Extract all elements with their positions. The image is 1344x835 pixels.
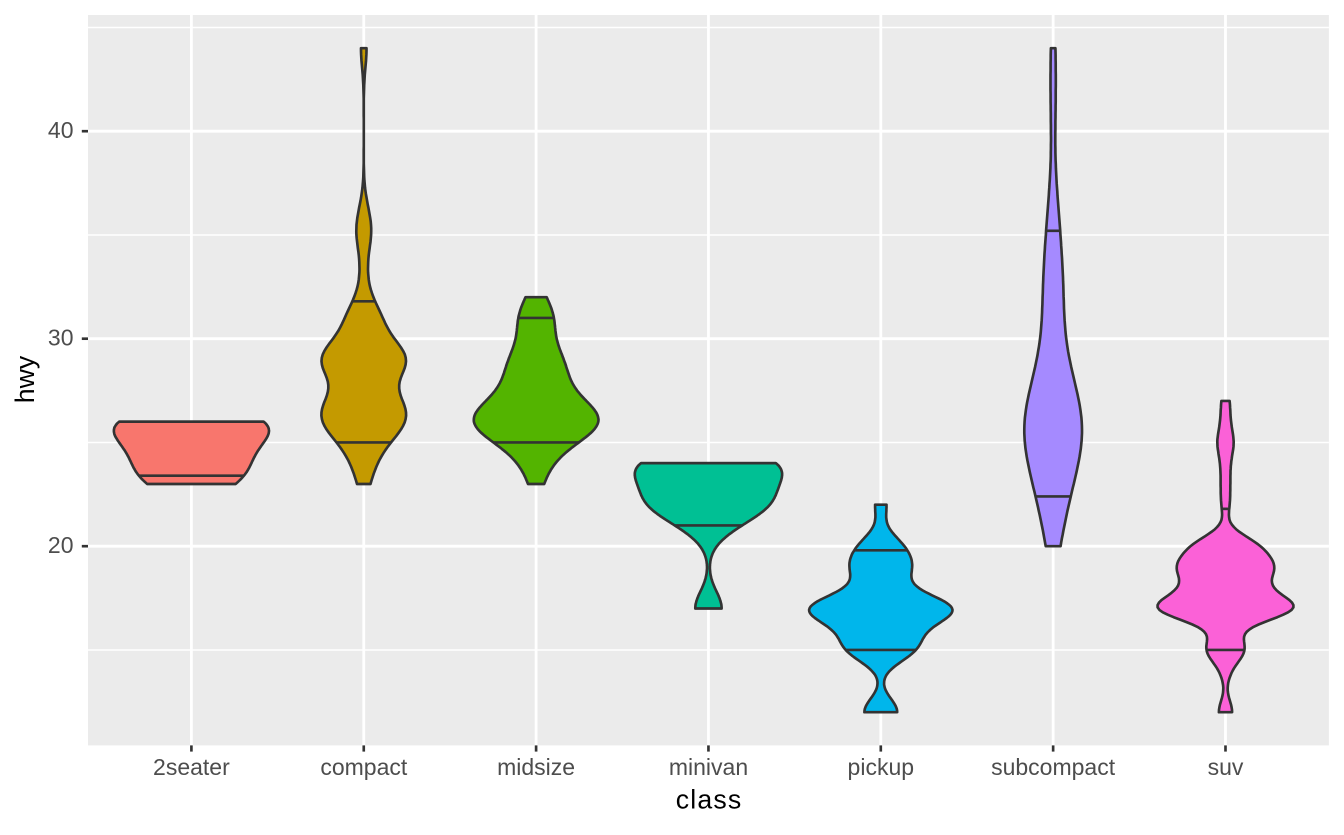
svg-text:hwy: hwy — [10, 355, 40, 403]
svg-text:subcompact: subcompact — [991, 754, 1116, 780]
svg-text:compact: compact — [320, 754, 408, 780]
svg-text:minivan: minivan — [669, 754, 748, 780]
svg-text:30: 30 — [48, 325, 74, 351]
svg-text:20: 20 — [48, 532, 74, 558]
svg-text:midsize: midsize — [497, 754, 575, 780]
svg-text:suv: suv — [1208, 754, 1244, 780]
svg-text:class: class — [676, 784, 742, 814]
svg-text:pickup: pickup — [848, 754, 914, 780]
svg-text:2seater: 2seater — [153, 754, 230, 780]
svg-text:40: 40 — [48, 117, 74, 143]
